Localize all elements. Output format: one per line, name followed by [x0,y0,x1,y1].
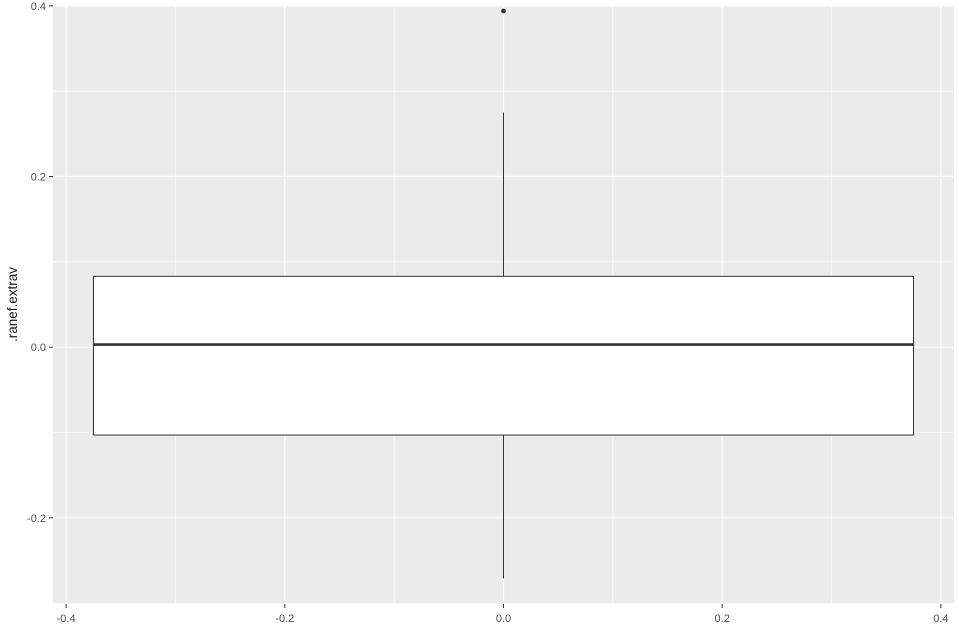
x-tick-label: -0.4 [57,613,76,625]
y-tick-label: 0.2 [31,172,46,184]
y-tick-label: 0.0 [31,342,46,354]
y-axis: -0.2 0.0 0.2 0.4 [27,1,53,525]
y-tick-label: -0.2 [27,513,46,525]
iqr-box [92,275,915,436]
x-tick-label: 0.2 [715,613,730,625]
y-axis-title: .ranef.extrav [5,267,20,342]
x-tick-label: 0.0 [496,613,511,625]
outlier-point [501,8,506,14]
x-axis: -0.4 -0.2 0.0 0.2 0.4 [57,604,949,625]
x-tick-label: 0.4 [933,613,948,625]
x-tick-label: -0.2 [275,613,294,625]
y-tick-label: 0.4 [31,1,46,13]
box-marks [92,8,915,579]
